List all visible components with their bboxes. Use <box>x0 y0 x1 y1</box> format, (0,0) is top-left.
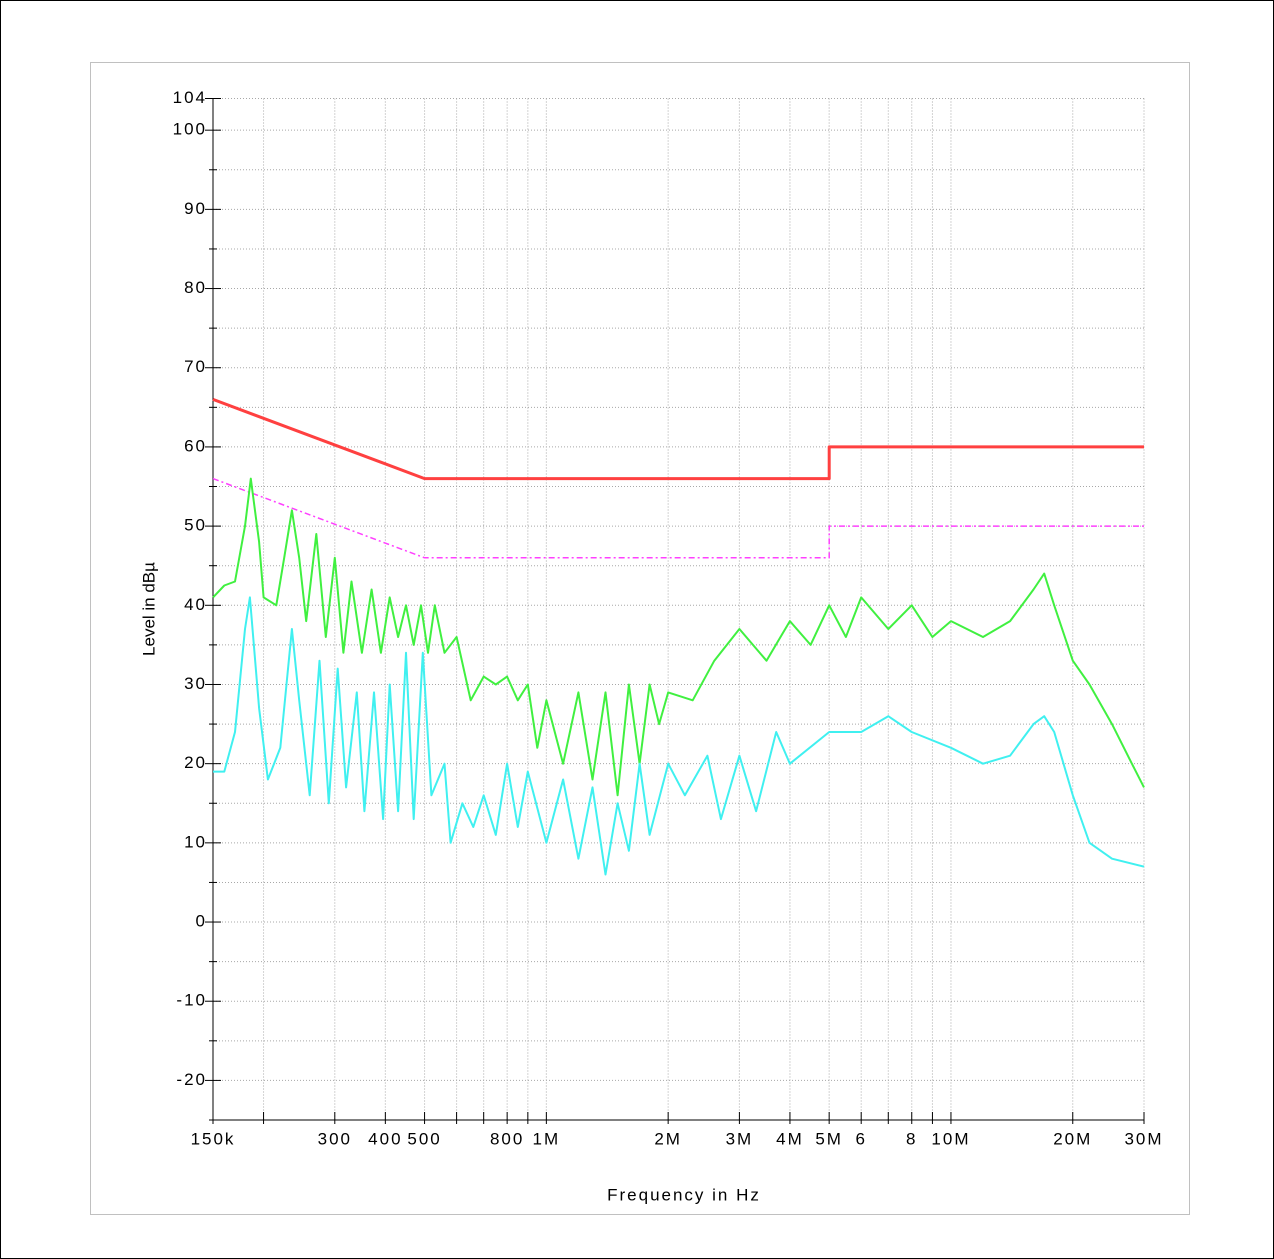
series-line <box>212 477 1144 559</box>
x-tick-label: 800 <box>490 1129 524 1148</box>
x-tick-label: 5M <box>815 1129 843 1148</box>
x-axis-label: Frequency in Hz <box>607 1185 761 1204</box>
x-tick-label: 2M <box>654 1129 682 1148</box>
y-tick-label: 20 <box>184 753 207 772</box>
x-tick-label: 400 <box>368 1129 402 1148</box>
x-tick-label: 10M <box>931 1129 970 1148</box>
x-tick-label: 1M <box>533 1129 561 1148</box>
x-tick-label: 3M <box>726 1129 754 1148</box>
y-tick-label: 100 <box>173 120 207 139</box>
x-tick-label: 4M <box>776 1129 804 1148</box>
y-tick-label: 104 <box>173 88 207 107</box>
x-tick-label: 8 <box>906 1129 917 1148</box>
y-tick-label: 30 <box>184 674 207 693</box>
y-tick-label: -20 <box>176 1070 207 1089</box>
x-tick-label: 30M <box>1124 1129 1163 1148</box>
x-tick-label: 20M <box>1053 1129 1092 1148</box>
x-tick-label: 150k <box>191 1129 236 1148</box>
panel-frame <box>90 62 1190 1215</box>
x-tick-label: 300 <box>318 1129 352 1148</box>
series-line <box>212 397 1144 481</box>
y-tick-label: 50 <box>184 516 207 535</box>
y-tick-label: -10 <box>176 991 207 1010</box>
y-tick-label: 60 <box>184 436 207 455</box>
x-tick-label: 500 <box>407 1129 441 1148</box>
y-tick-label: 80 <box>184 278 207 297</box>
y-tick-label: 40 <box>184 595 207 614</box>
y-tick-label: 10 <box>184 832 207 851</box>
series-line <box>212 477 1145 797</box>
y-tick-label: 70 <box>184 357 207 376</box>
x-tick-label: 6 <box>855 1129 866 1148</box>
y-axis-label: Level in dBµ <box>139 562 158 656</box>
y-tick-label: 0 <box>196 912 207 931</box>
y-tick-label: 90 <box>184 199 207 218</box>
series-line <box>213 596 1145 876</box>
